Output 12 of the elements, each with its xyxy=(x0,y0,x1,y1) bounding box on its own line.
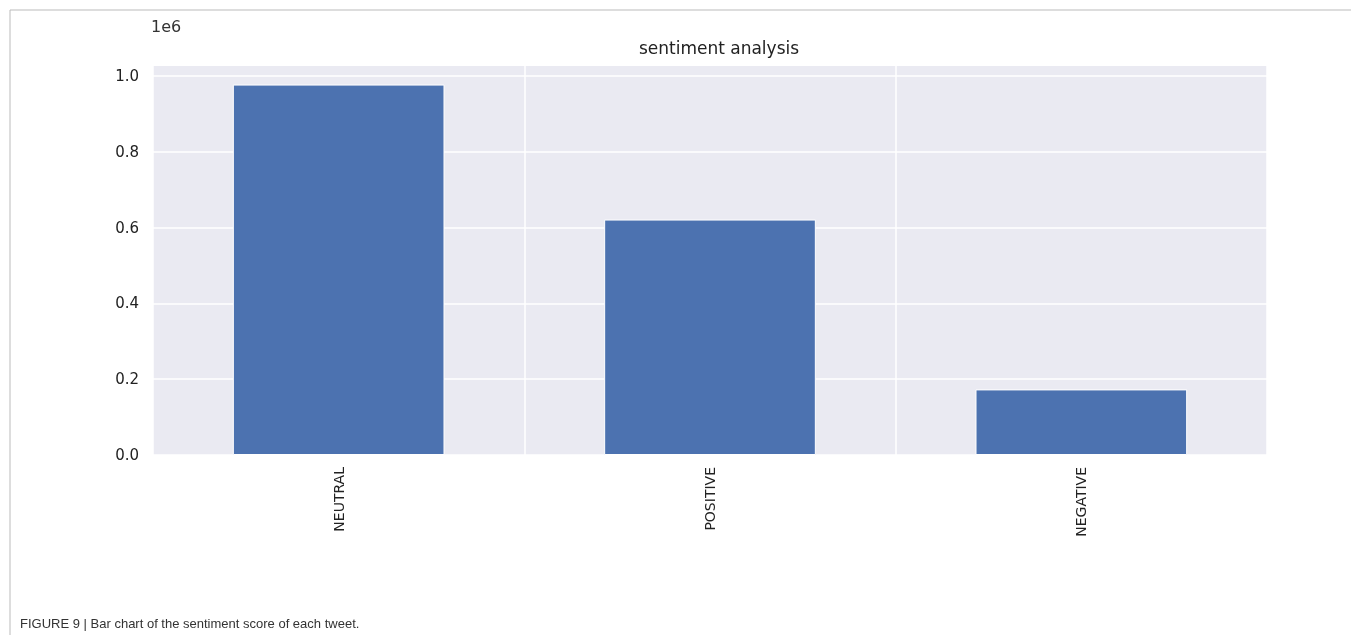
y-tick-label: 0.4 xyxy=(115,294,139,313)
x-tick-label: NEUTRAL xyxy=(330,466,347,532)
x-tick-label: NEGATIVE xyxy=(1073,467,1090,537)
caption: FIGURE 9 | Bar chart of the sentiment score of each tweet. xyxy=(20,616,360,631)
y-tick-label: 0.6 xyxy=(115,218,139,237)
y-tick-label: 0.8 xyxy=(115,142,139,161)
chart-title: sentiment analysis xyxy=(638,37,800,58)
x-tick-label: POSITIVE xyxy=(702,467,718,531)
y-tick-label: 0.0 xyxy=(115,446,139,464)
y-tick-label: 1.0 xyxy=(115,66,139,85)
y-tick-label: 0.2 xyxy=(115,370,139,389)
text: 1e6 xyxy=(151,16,182,36)
